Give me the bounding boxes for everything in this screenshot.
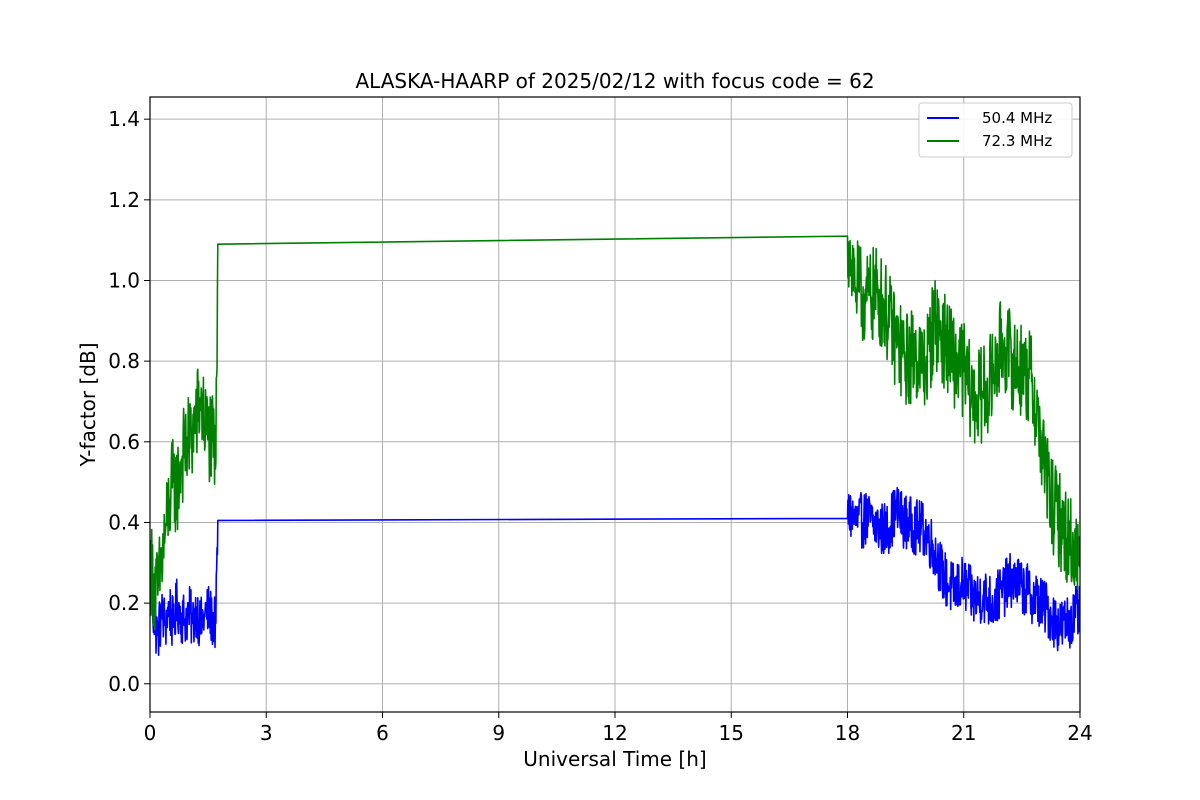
x-tick-label: 15 <box>719 721 744 745</box>
x-tick-label: 0 <box>144 721 157 745</box>
series-line-2 <box>150 235 1080 631</box>
series-layer <box>150 235 1080 657</box>
x-tick-label: 12 <box>602 721 627 745</box>
legend-label: 72.3 MHz <box>982 132 1052 150</box>
y-tick-label: 1.2 <box>108 188 140 212</box>
legend: 50.4 MHz 72.3 MHz <box>918 102 1073 158</box>
y-tick-label: 0.2 <box>108 591 140 615</box>
y-tick-label: 1.0 <box>108 268 140 292</box>
y-tick-label: 0.6 <box>108 430 140 454</box>
x-tick-label: 3 <box>260 721 273 745</box>
x-tick-label: 21 <box>951 721 976 745</box>
x-tick-label: 18 <box>835 721 860 745</box>
x-tick-label: 9 <box>492 721 505 745</box>
y-tick-label: 1.4 <box>108 107 140 131</box>
y-tick-label: 0.0 <box>108 672 140 696</box>
series-line-1 <box>150 486 1080 657</box>
x-tick-label: 6 <box>376 721 389 745</box>
x-tick-label: 24 <box>1067 721 1092 745</box>
y-tick-label: 0.4 <box>108 510 140 534</box>
x-axis-label: Universal Time [h] <box>523 747 706 771</box>
legend-box <box>918 102 1073 158</box>
y-tick-label: 0.8 <box>108 349 140 373</box>
y-axis-label: Y-factor [dB] <box>76 342 100 467</box>
chart-title: ALASKA-HAARP of 2025/02/12 with focus co… <box>355 69 874 93</box>
ticks: 0 3 6 9 12 15 18 21 24 0.0 0.2 0.4 0.6 0.8 1.0 1.2 1.4 <box>108 107 1093 745</box>
legend-label: 50.4 MHz <box>982 109 1052 127</box>
